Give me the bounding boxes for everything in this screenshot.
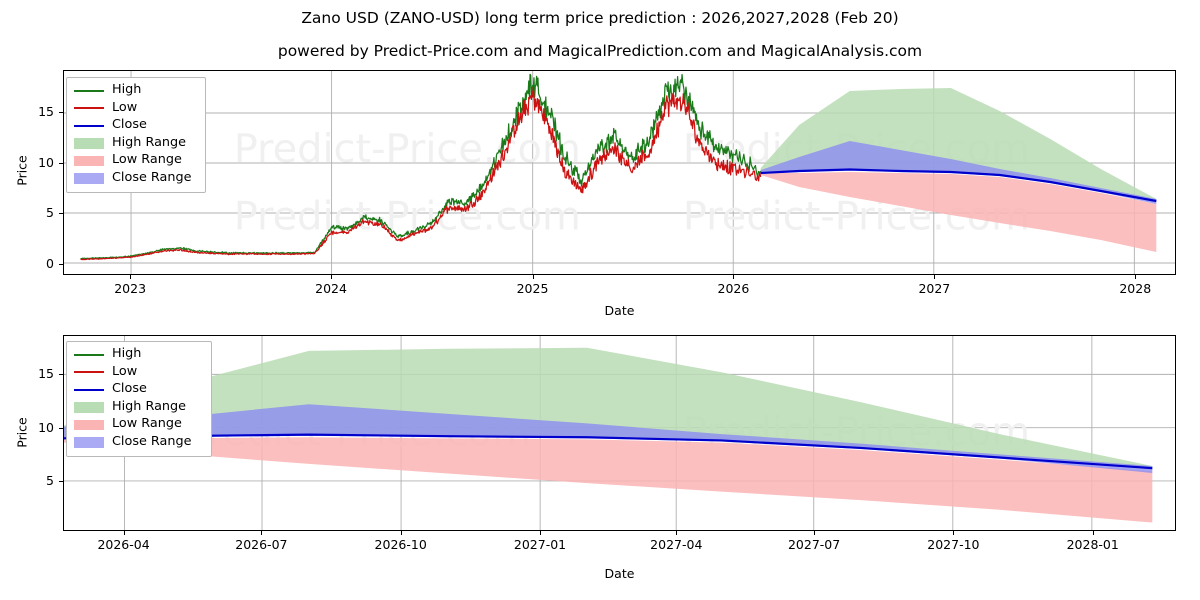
top-chart-legend[interactable]: High Low Close High Range Low Range Close Ran… — [66, 77, 206, 193]
x-tick-label: 2026-04 — [97, 537, 150, 552]
top-legend-swatch-line-icon — [74, 120, 104, 131]
x-tick-label: 2027-10 — [927, 537, 980, 552]
x-tick-mark — [953, 531, 955, 535]
x-tick-label: 2027-07 — [787, 537, 841, 552]
x-tick-label: 2028 — [1119, 281, 1152, 296]
y-tick-label: 15 — [38, 104, 54, 120]
bottom-legend-swatch-line-icon — [74, 349, 104, 360]
bottom-legend-swatch-patch-icon — [74, 437, 104, 448]
x-tick-label: 2027-01 — [513, 537, 567, 552]
x-tick-mark — [123, 531, 125, 535]
top-legend-item-high-range: High Range — [74, 135, 197, 153]
x-tick-mark — [130, 275, 132, 279]
top-legend-label: Low — [112, 99, 138, 115]
x-tick-mark — [400, 531, 402, 535]
x-tick-mark — [934, 275, 936, 279]
bottom-legend-swatch-line-icon — [74, 367, 104, 378]
x-tick-label: 2028-01 — [1066, 537, 1119, 552]
top-legend-label: Close Range — [112, 169, 192, 185]
bottom-legend-item-high-range: High Range — [74, 399, 203, 417]
top-legend-swatch-line-icon — [74, 103, 104, 114]
top-legend-item-high: High — [74, 82, 197, 100]
x-tick-mark — [532, 275, 534, 279]
top-legend-swatch-patch-icon — [74, 173, 104, 184]
x-tick-mark — [540, 531, 541, 535]
bottom-legend-label: Close Range — [112, 433, 192, 449]
bottom-legend-item-close-range: Close Range — [74, 434, 203, 452]
y-tick-mark — [59, 427, 63, 429]
x-tick-mark — [331, 275, 333, 279]
svg-text:Predict-Price.com: Predict-Price.com — [234, 126, 581, 172]
top-y-axis-label: Price — [14, 155, 30, 186]
y-tick-mark — [59, 112, 63, 114]
top-legend-item-low-range: Low Range — [74, 152, 197, 170]
x-tick-label: 2027-04 — [650, 537, 703, 552]
x-tick-label: 2025 — [516, 281, 549, 296]
x-tick-mark — [676, 531, 678, 535]
y-tick-mark — [59, 213, 63, 215]
top-legend-label: Close — [112, 117, 147, 133]
x-tick-label: 2027 — [918, 281, 951, 296]
bottom-legend-item-low-range: Low Range — [74, 416, 203, 434]
x-tick-label: 2023 — [114, 281, 147, 296]
bottom-legend-label: Low Range — [112, 416, 182, 432]
bottom-chart-legend[interactable]: High Low Close High Range Low Range Close Ran… — [66, 341, 212, 457]
top-legend-item-close-range: Close Range — [74, 170, 197, 188]
bottom-legend-item-high: High — [74, 346, 203, 364]
x-tick-label: 2024 — [315, 281, 347, 296]
y-tick-label: 0 — [46, 255, 54, 271]
bottom-legend-item-low: Low — [74, 364, 203, 382]
x-tick-mark — [261, 531, 263, 535]
top-price-chart-plot-area[interactable]: Predict-Price.com Predict-Price.com Predic… — [63, 70, 1176, 275]
bottom-legend-swatch-patch-icon — [74, 419, 104, 431]
top-legend-item-low: Low — [74, 100, 197, 118]
top-legend-item-close: Close — [74, 117, 197, 135]
x-tick-mark — [1092, 531, 1094, 535]
x-tick-label: 2026-07 — [235, 537, 288, 552]
chart-title: Zano USD (ZANO-USD) long term price pred… — [301, 9, 899, 27]
y-tick-label: 10 — [38, 154, 54, 170]
y-tick-label: 5 — [46, 473, 54, 489]
y-tick-mark — [59, 263, 63, 265]
bottom-legend-item-close: Close — [74, 381, 203, 399]
bottom-legend-swatch-line-icon — [74, 384, 104, 395]
top-x-axis-label: Date — [604, 303, 635, 318]
bottom-legend-label: Close — [112, 381, 147, 397]
bottom-legend-label: High Range — [112, 398, 187, 414]
top-legend-swatch-patch-icon — [74, 138, 104, 149]
bottom-legend-swatch-patch-icon — [74, 402, 104, 413]
top-legend-label: High Range — [112, 134, 187, 150]
y-tick-mark — [59, 162, 63, 164]
bottom-x-axis-label: Date — [604, 566, 635, 581]
x-tick-label: 2026-10 — [374, 537, 427, 552]
top-legend-label: Low Range — [112, 152, 182, 168]
y-tick-label: 5 — [46, 205, 54, 221]
x-tick-mark — [814, 531, 816, 535]
y-tick-label: 10 — [38, 419, 54, 435]
x-tick-mark — [1135, 275, 1137, 279]
top-legend-label: High — [112, 82, 142, 98]
top-legend-swatch-patch-icon — [74, 155, 104, 167]
x-tick-mark — [733, 275, 735, 279]
bottom-legend-label: High — [112, 346, 142, 362]
chart-subtitle: powered by Predict-Price.com and Magical… — [277, 42, 923, 60]
y-tick-mark — [59, 373, 63, 375]
bottom-legend-label: Low — [112, 363, 138, 379]
y-tick-label: 15 — [38, 365, 54, 381]
y-tick-mark — [59, 481, 63, 483]
top-legend-swatch-line-icon — [74, 85, 104, 96]
x-tick-label: 2026 — [717, 281, 750, 296]
